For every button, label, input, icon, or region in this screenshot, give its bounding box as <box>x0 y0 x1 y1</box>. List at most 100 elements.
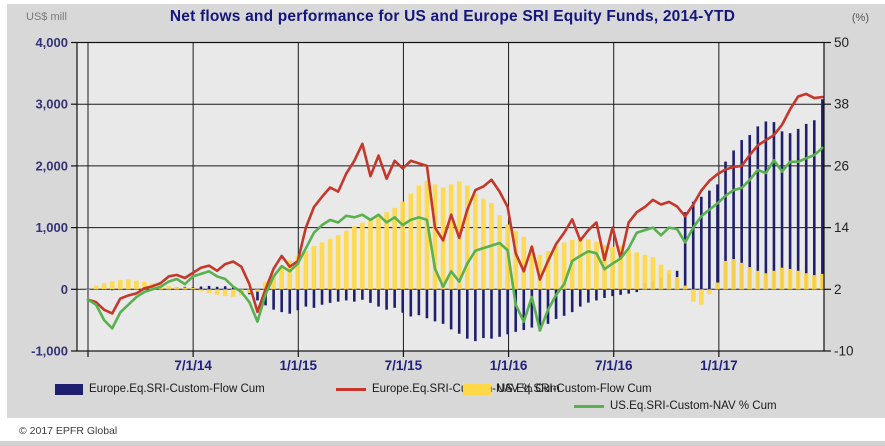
bar-europe-flow <box>312 289 316 308</box>
bar-europe-flow <box>465 289 469 339</box>
left-axis-label: 0 <box>61 282 68 297</box>
bar-europe-flow <box>401 289 405 313</box>
bar-europe-flow <box>353 289 356 302</box>
bar-us-flow <box>674 276 680 290</box>
bar-us-flow <box>190 288 196 290</box>
bar-europe-flow <box>732 150 735 290</box>
bar-us-flow <box>795 270 801 290</box>
bar-us-flow <box>263 281 268 290</box>
right-axis-label: 50 <box>834 35 849 50</box>
bar-us-flow <box>755 270 761 290</box>
bar-us-flow <box>497 215 502 290</box>
right-axis-unit-label: (%) <box>851 12 869 24</box>
bar-us-flow <box>166 286 171 290</box>
right-axis-label: 38 <box>834 97 849 112</box>
bar-us-flow <box>747 267 753 290</box>
bar-europe-flow <box>780 131 784 290</box>
legend-item-europe-flow: Europe.Eq.SRI-Custom-Flow Cum <box>55 383 265 395</box>
line-europe-nav <box>86 92 824 315</box>
left-axis-label: 2,000 <box>35 158 68 173</box>
bar-us-flow <box>142 281 147 290</box>
bar-us-flow <box>666 270 672 290</box>
bar-us-flow <box>101 283 107 290</box>
bar-us-flow <box>126 279 131 290</box>
x-axis-label: 1/1/15 <box>280 358 318 373</box>
bar-europe-flow <box>320 289 324 305</box>
right-axis-label: 14 <box>834 220 850 235</box>
bar-europe-flow <box>482 289 485 339</box>
bar-europe-flow <box>756 126 760 290</box>
bar-europe-flow <box>587 289 590 303</box>
bar-europe-flow <box>546 289 550 324</box>
legend-label: US.Eq.SRI-Custom-NAV % Cum <box>610 400 777 412</box>
bar-europe-flow <box>748 135 752 290</box>
bar-us-flow <box>545 251 551 290</box>
bar-europe-flow <box>619 289 622 295</box>
bar-us-flow <box>618 246 623 290</box>
bar-europe-flow <box>199 286 203 290</box>
bar-us-flow <box>481 198 486 290</box>
bar-us-flow <box>400 201 406 290</box>
bar-us-flow <box>448 184 454 290</box>
bar-europe-flow <box>821 99 824 290</box>
europe-nav-legend-swatch <box>336 387 366 391</box>
bar-us-flow <box>416 185 422 290</box>
bar-europe-flow <box>215 286 219 290</box>
left-axis-label: 4,000 <box>35 35 68 50</box>
bar-europe-flow <box>102 289 106 290</box>
bar-europe-flow <box>611 289 614 297</box>
bar-europe-flow <box>272 289 275 310</box>
bar-us-flow <box>699 289 704 305</box>
bar-europe-flow <box>417 289 421 316</box>
bar-us-flow <box>529 246 535 290</box>
bar-us-flow <box>255 289 260 292</box>
bar-us-flow <box>610 246 615 290</box>
left-axis-unit-label: US$ mill <box>26 11 67 23</box>
bar-europe-flow <box>441 289 445 324</box>
plot-border <box>76 41 825 352</box>
us-flow-legend-swatch <box>463 383 491 395</box>
line-us-nav <box>86 146 824 332</box>
bar-us-flow <box>513 230 519 290</box>
bar-us-flow <box>109 281 115 290</box>
x-axis-label: 1/1/17 <box>700 358 738 373</box>
bar-us-flow <box>287 260 293 290</box>
bar-europe-flow <box>603 289 606 298</box>
bar-us-flow <box>295 255 301 290</box>
bar-europe-flow <box>490 289 493 339</box>
bar-europe-flow <box>506 289 509 335</box>
legend-label: US.Eq.SRI-Custom-Flow Cum <box>497 383 652 395</box>
x-axis-label: 1/1/16 <box>490 358 528 373</box>
copyright-text: © 2017 EPFR Global <box>19 425 118 437</box>
bar-europe-flow <box>740 139 743 290</box>
bar-us-flow <box>537 254 543 290</box>
bar-europe-flow <box>498 289 501 337</box>
bar-us-flow <box>343 230 349 290</box>
bar-us-flow <box>424 180 430 290</box>
bar-europe-flow <box>724 161 727 290</box>
bar-europe-flow <box>377 289 380 307</box>
bar-europe-flow <box>635 289 639 293</box>
bar-us-flow <box>723 260 728 290</box>
bar-us-flow <box>222 289 228 297</box>
chart-title: Net flows and performance for US and Eur… <box>169 8 736 25</box>
bar-us-flow <box>658 264 664 290</box>
bar-europe-flow <box>813 120 816 290</box>
x-axis-label: 7/1/15 <box>385 358 423 373</box>
bar-us-flow <box>715 282 720 290</box>
bar-us-flow <box>763 273 769 290</box>
bar-us-flow <box>650 257 656 290</box>
europe-flow-legend-swatch <box>55 383 83 395</box>
bar-us-flow <box>626 249 631 290</box>
bar-europe-flow <box>110 289 114 291</box>
left-axis-label: 1,000 <box>35 220 68 235</box>
bar-europe-flow <box>562 289 566 316</box>
us-nav-legend-swatch <box>574 404 604 408</box>
right-axis-label: 26 <box>834 158 849 173</box>
bar-us-flow <box>311 246 317 290</box>
bar-us-flow <box>134 280 139 290</box>
right-axis-label: 2 <box>834 282 842 297</box>
bar-europe-flow <box>207 285 211 290</box>
bar-europe-flow <box>764 121 768 290</box>
